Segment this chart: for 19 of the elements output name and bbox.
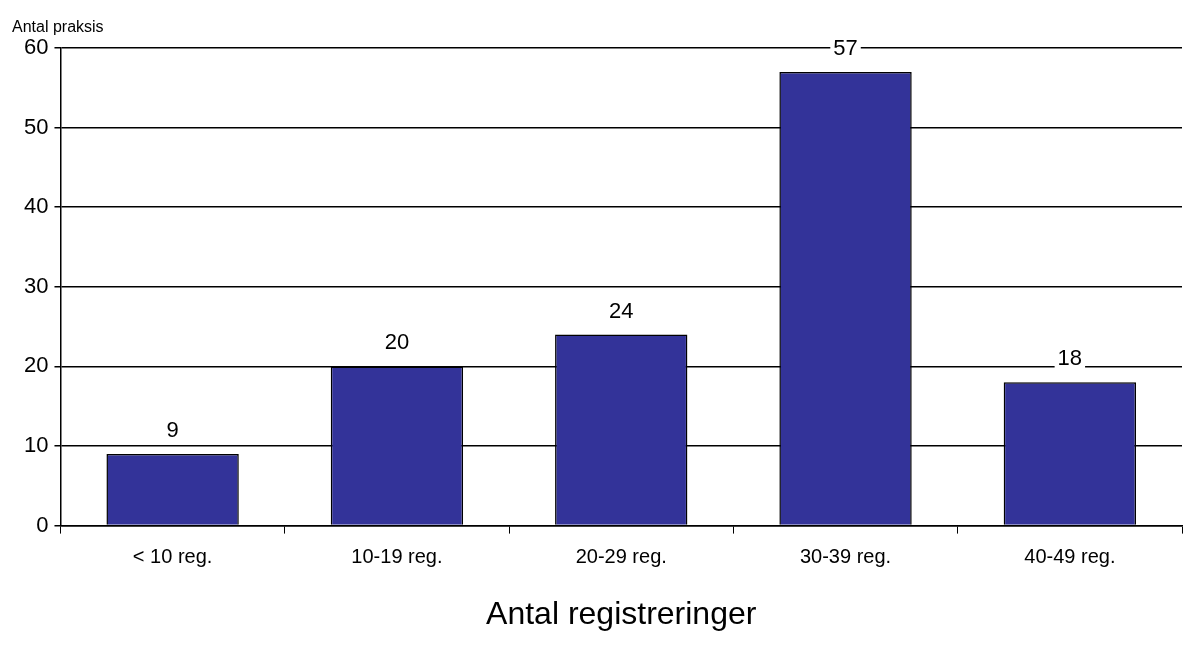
y-tick-label: 40	[23, 193, 49, 219]
y-tick-label: 30	[23, 272, 49, 298]
x-tick-label: 20-29 reg.	[575, 545, 667, 568]
data-label: 57	[833, 34, 858, 60]
data-label: 24	[608, 297, 634, 323]
x-axis-title: Antal registreringer	[486, 594, 757, 631]
x-tick-label: 40-49 reg.	[1024, 545, 1116, 568]
x-tick-label: 30-39 reg.	[799, 545, 892, 568]
y-tick-label: 10	[23, 432, 49, 458]
y-tick-label: 60	[23, 34, 49, 60]
y-axis-title: Antal praksis	[12, 18, 104, 36]
data-label: 18	[1057, 345, 1083, 371]
data-label: 9	[166, 417, 179, 443]
y-tick-label: 20	[23, 352, 49, 378]
x-tick-label: < 10 reg.	[132, 545, 213, 568]
data-label: 20	[384, 329, 410, 355]
y-tick-label: 50	[23, 113, 49, 139]
y-tick-label: 0	[36, 511, 49, 537]
x-tick-label: 10-19 reg.	[351, 545, 443, 568]
